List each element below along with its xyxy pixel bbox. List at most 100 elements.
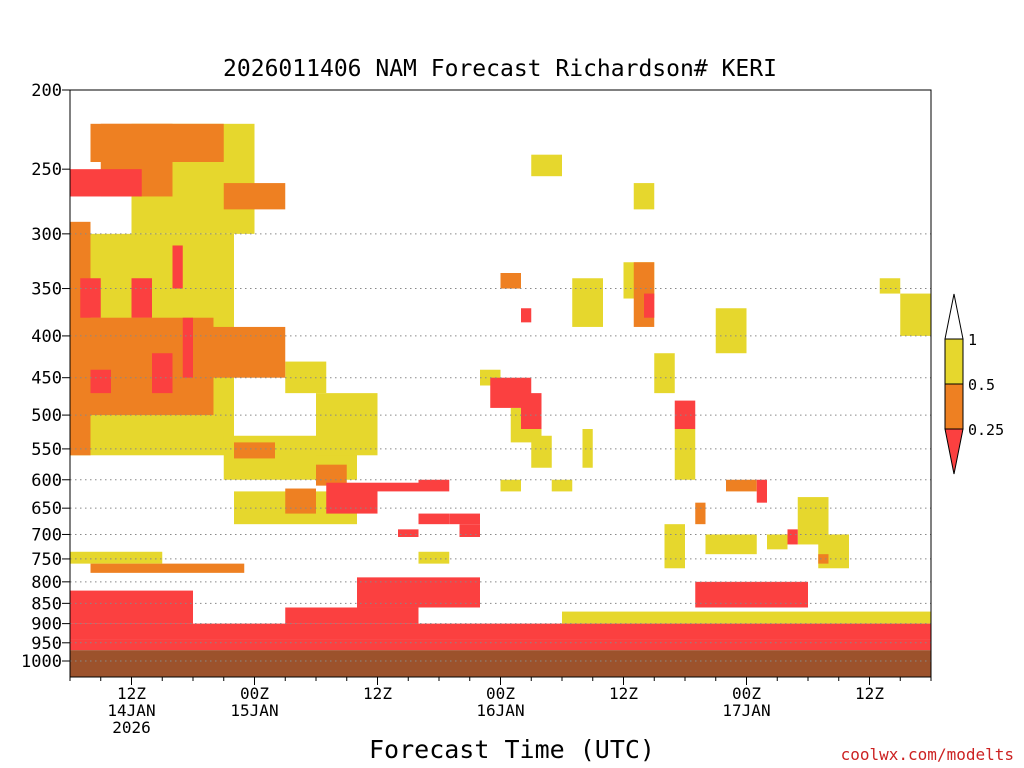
ri-cell [285, 488, 316, 514]
colorbar-bottom-arrow [944, 428, 964, 475]
ri-cell [879, 278, 901, 294]
ri-cell [70, 639, 931, 651]
ri-cell [695, 502, 706, 525]
ri-cell [152, 353, 173, 394]
x-tick-label: 00Z [240, 684, 269, 703]
ri-cell [70, 169, 142, 197]
ri-cell [182, 317, 193, 378]
y-tick-label: 600 [31, 471, 62, 491]
gridlines [70, 233, 931, 662]
ri-cell [70, 221, 91, 456]
x-tick-label: 14JAN [107, 701, 155, 720]
ri-cell [531, 435, 552, 468]
ri-cell [582, 428, 593, 468]
ri-cell [398, 529, 419, 537]
y-tick-label: 350 [31, 280, 62, 300]
colorbar-legend: 1 0.5 0.25 [944, 293, 1004, 475]
y-axis: 200 250 300 350 400 450 500 550 600 650 700 750 8008… [21, 81, 70, 672]
ri-cell [234, 442, 275, 459]
colorbar-swatch [944, 338, 964, 385]
ri-cell [562, 611, 931, 624]
ri-cell [633, 183, 655, 210]
x-tick-label: 12Z [363, 684, 392, 703]
ri-cell [70, 590, 193, 624]
x-tick-label: 12Z [609, 684, 638, 703]
y-tick-label: 700 [31, 525, 62, 545]
ri-cell [767, 534, 788, 550]
below-ground-layer [70, 650, 931, 677]
ri-cell [500, 623, 931, 640]
ri-cell [715, 308, 747, 354]
x-tick-label: 16JAN [476, 701, 524, 720]
chart-title: 2026011406 NAM Forecast Richardson# KERI [223, 56, 777, 82]
x-tick-label: 12Z [117, 684, 146, 703]
ri-cell [572, 278, 603, 327]
colorbar-swatch [944, 383, 964, 430]
ri-cell [674, 428, 696, 480]
ri-cell [80, 278, 101, 318]
ri-cell [654, 353, 675, 394]
x-tick-label: 17JAN [722, 701, 770, 720]
x-tick-label: 12Z [855, 684, 884, 703]
ri-cell [500, 273, 521, 289]
x-tick-label: 2026 [112, 718, 151, 737]
ri-cell [726, 479, 757, 492]
colorbar-label: 0.25 [968, 421, 1004, 439]
x-axis-title: Forecast Time (UTC) [369, 735, 655, 764]
x-tick-label: 15JAN [230, 701, 278, 720]
y-tick-label: 850 [31, 594, 62, 614]
ri-cell [70, 623, 501, 640]
ri-cell [377, 482, 419, 492]
ri-cell [664, 524, 685, 569]
y-tick-label: 750 [31, 550, 62, 570]
ri-cell [418, 551, 450, 564]
ri-cell [70, 551, 163, 564]
ri-cell [644, 293, 655, 318]
ri-cell [459, 524, 480, 537]
y-tick-label: 450 [31, 369, 62, 389]
colorbar-label: 1 [968, 331, 977, 349]
y-tick-label: 300 [31, 225, 62, 245]
x-tick-label: 00Z [732, 684, 761, 703]
ri-cell [316, 393, 378, 456]
ri-cell [500, 479, 521, 492]
y-tick-label: 900 [31, 615, 62, 635]
ri-cell [90, 563, 245, 573]
y-tick-label: 250 [31, 160, 62, 180]
ri-cell [131, 278, 152, 318]
y-tick-label: 200 [31, 81, 62, 101]
ri-cell [285, 607, 419, 624]
ri-cell [223, 183, 286, 210]
ri-cell [449, 513, 480, 525]
ri-cell [418, 513, 450, 525]
y-tick-label: 400 [31, 327, 62, 347]
y-tick-label: 550 [31, 440, 62, 460]
ri-cell [418, 479, 450, 492]
credit-text: coolwx.com/modelts [841, 745, 1014, 764]
ri-cell [705, 534, 757, 555]
y-tick-label: 650 [31, 499, 62, 519]
ri-cell [531, 154, 562, 177]
colorbar-label: 0.5 [968, 376, 995, 394]
ri-cell [521, 393, 542, 429]
ri-cell [787, 529, 798, 545]
ri-cell [326, 482, 378, 514]
heatmap-cells [70, 123, 931, 677]
ri-cell [521, 308, 532, 323]
y-tick-label: 800 [31, 573, 62, 593]
ri-cell [900, 293, 931, 336]
colorbar-top-arrow [944, 293, 964, 340]
ri-cell [818, 554, 829, 564]
ri-cell [357, 577, 480, 608]
ri-cell [316, 464, 347, 486]
y-tick-label: 950 [31, 634, 62, 654]
ri-cell [90, 369, 111, 394]
y-tick-label: 500 [31, 406, 62, 426]
ri-cell [551, 479, 573, 492]
ri-cell [695, 581, 808, 608]
y-tick-label: 1000 [21, 652, 62, 672]
ri-cell [756, 479, 767, 503]
x-tick-label: 00Z [486, 684, 515, 703]
